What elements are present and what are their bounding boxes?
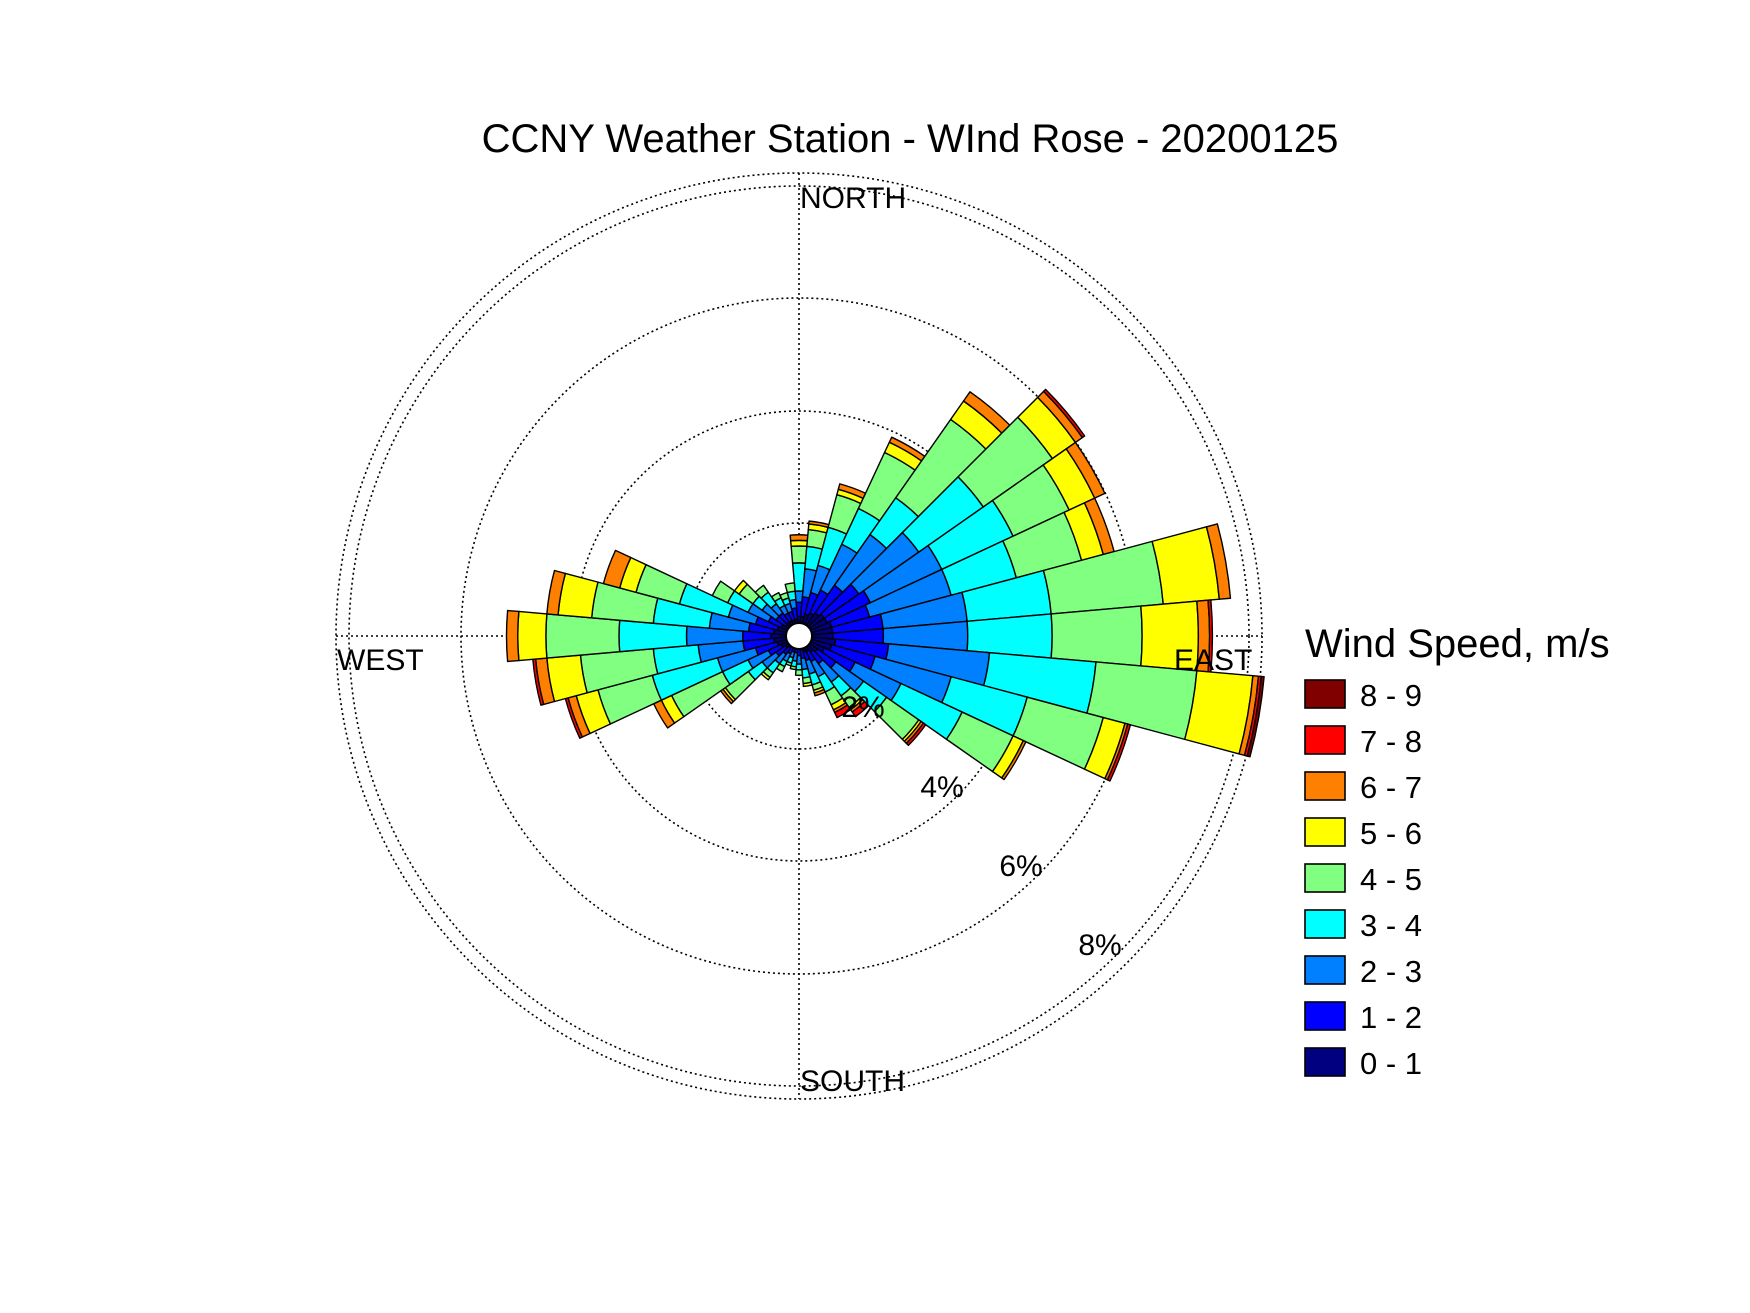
legend-swatch-4 (1304, 863, 1346, 893)
label-east: EAST (1174, 644, 1252, 677)
legend-label-5: 3 - 4 (1360, 908, 1422, 943)
wedge-0deg-bin-6 (789, 534, 809, 542)
wedge-160deg-bin-6 (813, 688, 826, 697)
wedge-320deg-bin-4 (754, 584, 770, 599)
label-south: SOUTH (800, 1065, 905, 1098)
radial-ring-8 (348, 185, 1250, 1087)
legend-swatch-7 (1304, 1001, 1346, 1031)
legend-swatch-0 (1304, 679, 1346, 709)
label-north: NORTH (800, 182, 906, 215)
wedge-270deg-bin-4 (545, 613, 621, 659)
direction-labels: NORTH EAST SOUTH WEST (337, 182, 1252, 1098)
wedge-60deg-bin-6 (1065, 441, 1106, 499)
wedge-130deg-bin-7 (905, 722, 927, 747)
wedge-330deg-bin-4 (770, 591, 782, 603)
wedge-270deg-bin-5 (517, 610, 548, 662)
radial-label-2: 2% (841, 691, 884, 724)
wedge-110deg-bin-7 (1106, 723, 1132, 782)
wedge-150deg-bin-7 (833, 704, 852, 719)
wedge-270deg-bin-6 (505, 609, 520, 663)
wedge-350deg-bin-4 (784, 582, 796, 594)
legend-label-4: 4 - 5 (1360, 862, 1422, 897)
wedge-300deg-bin-4 (711, 580, 736, 604)
legend-swatch-5 (1304, 909, 1346, 939)
radial-percent-labels: 2% 4% 6% 8% (841, 691, 1121, 962)
radial-label-6: 6% (999, 850, 1042, 883)
legend-swatch-8 (1304, 1047, 1346, 1077)
legend-swatch-2 (1304, 771, 1346, 801)
legend-label-2: 6 - 7 (1360, 770, 1422, 805)
wedge-50deg-bin-7 (1042, 388, 1086, 439)
legend-swatch-1 (1304, 725, 1346, 755)
legend: Wind Speed, m/s 8 - 9 7 - 8 6 - 7 5 - 6 4 - … (1304, 622, 1610, 1081)
wedge-180deg-bin-4 (794, 668, 804, 677)
wedge-170deg-bin-5 (802, 681, 813, 688)
legend-label-8: 0 - 1 (1360, 1046, 1422, 1081)
legend-swatch-3 (1304, 817, 1346, 847)
radial-label-4: 4% (920, 771, 963, 804)
wedge-100deg-bin-8 (1246, 675, 1265, 758)
legend-title: Wind Speed, m/s (1305, 622, 1610, 666)
wedge-0deg-bin-5 (789, 539, 809, 548)
wedge-120deg-bin-6 (1001, 739, 1027, 781)
legend-label-0: 8 - 9 (1360, 678, 1422, 713)
wedge-140deg-bin-7 (851, 700, 870, 718)
legend-swatch-6 (1304, 955, 1346, 985)
chart-title: CCNY Weather Station - WInd Rose - 20200… (482, 117, 1339, 161)
legend-label-6: 2 - 3 (1360, 954, 1422, 989)
label-west: WEST (337, 644, 424, 677)
legend-label-3: 5 - 6 (1360, 816, 1422, 851)
wedge-80deg-bin-6 (1205, 523, 1232, 600)
wedge-290deg-bin-6 (602, 549, 632, 589)
wedge-190deg-bin-4 (789, 665, 797, 671)
wedge-90deg-bin-4 (1050, 605, 1143, 667)
wedge-280deg-bin-6 (546, 569, 567, 616)
legend-label-1: 7 - 8 (1360, 724, 1422, 759)
wedge-0deg-bin-4 (790, 545, 808, 564)
wind-rose-wedges (505, 388, 1265, 782)
radial-label-8: 8% (1078, 929, 1121, 962)
calm-center-marker (785, 622, 813, 650)
wedge-310deg-bin-5 (733, 579, 748, 595)
legend-label-7: 1 - 2 (1360, 1000, 1422, 1035)
